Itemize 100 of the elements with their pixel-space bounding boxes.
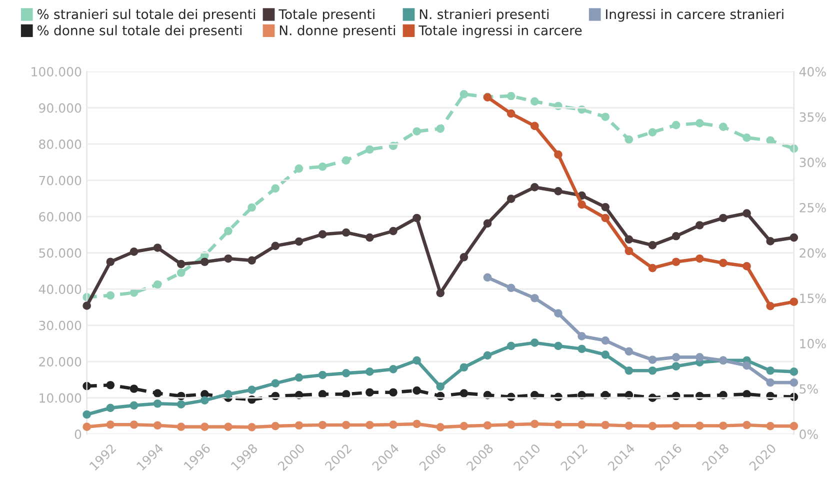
point xyxy=(624,366,634,375)
point xyxy=(176,268,186,277)
point xyxy=(153,280,162,289)
point xyxy=(601,336,610,345)
point xyxy=(389,365,398,374)
y-tick-label: 0 xyxy=(74,430,82,439)
point xyxy=(624,347,634,356)
point xyxy=(578,344,586,354)
point xyxy=(578,420,586,429)
point xyxy=(82,302,91,310)
point xyxy=(366,420,374,430)
legend-label: N. stranieri presenti xyxy=(420,8,548,22)
point xyxy=(294,237,304,246)
point xyxy=(601,112,610,122)
y-tick-label: 70.000 xyxy=(39,176,82,186)
point xyxy=(271,184,280,193)
point xyxy=(82,410,91,419)
point xyxy=(695,422,704,430)
y2-tick-label: 30% xyxy=(800,158,826,168)
point xyxy=(483,273,492,282)
point xyxy=(578,332,586,340)
point xyxy=(506,109,516,118)
point xyxy=(672,120,680,130)
point xyxy=(224,422,232,431)
point xyxy=(248,386,256,394)
point xyxy=(153,389,162,398)
y-tick-label: 10.000 xyxy=(40,393,82,403)
point xyxy=(366,368,374,376)
legend-label: % donne sul totale dei presenti xyxy=(37,25,242,38)
y-tick-label: 90.000 xyxy=(39,103,82,113)
point xyxy=(672,258,680,266)
point xyxy=(648,264,657,272)
point xyxy=(248,203,256,212)
point xyxy=(248,256,256,265)
point xyxy=(294,421,304,430)
y2-tick-label: 5% xyxy=(800,384,818,394)
legend-label: % stranieri sul totale dei presenti xyxy=(37,8,255,22)
point xyxy=(742,262,751,270)
point xyxy=(790,233,798,242)
y-tick-label: 50.000 xyxy=(39,248,82,258)
point xyxy=(200,258,209,266)
point xyxy=(366,145,374,154)
point xyxy=(153,399,162,408)
point xyxy=(742,361,751,370)
point xyxy=(318,420,327,430)
point xyxy=(412,356,421,365)
y2-tick-label: 40% xyxy=(799,67,826,76)
legend-label: Totale ingressi in carcere xyxy=(418,25,582,38)
legend-label: N. donne presenti xyxy=(280,25,395,38)
point xyxy=(248,423,256,432)
point xyxy=(672,422,680,430)
y-tick-label: 20.000 xyxy=(39,357,82,366)
point xyxy=(271,242,280,250)
point xyxy=(271,422,280,430)
point xyxy=(106,420,115,429)
point xyxy=(506,194,516,203)
point xyxy=(412,420,421,428)
point xyxy=(366,233,374,242)
point xyxy=(412,386,421,395)
point xyxy=(294,373,304,382)
point xyxy=(601,350,610,359)
point xyxy=(389,226,398,236)
point xyxy=(436,382,445,391)
point xyxy=(412,127,421,136)
point xyxy=(506,420,516,429)
point xyxy=(624,135,634,144)
point xyxy=(601,202,610,212)
point xyxy=(695,254,704,263)
y2-tick-label: 10% xyxy=(800,338,826,348)
point xyxy=(176,400,186,409)
point xyxy=(554,342,562,350)
y-tick-label: 40.000 xyxy=(38,284,82,294)
point xyxy=(460,252,468,262)
point xyxy=(318,230,327,238)
point xyxy=(176,422,186,431)
point xyxy=(130,248,138,256)
point xyxy=(200,422,209,431)
point xyxy=(790,378,798,387)
point xyxy=(389,420,398,429)
point xyxy=(719,214,728,222)
point xyxy=(530,294,539,302)
point xyxy=(389,388,398,397)
point xyxy=(342,156,350,165)
point xyxy=(460,90,468,98)
point xyxy=(554,187,562,196)
point xyxy=(106,380,115,390)
point xyxy=(483,351,492,360)
point xyxy=(506,92,516,100)
point xyxy=(790,298,798,306)
point xyxy=(106,258,115,266)
point xyxy=(719,122,728,131)
point xyxy=(672,353,680,362)
point xyxy=(436,288,445,298)
point xyxy=(130,420,138,429)
point xyxy=(366,388,374,397)
point xyxy=(436,423,445,432)
point xyxy=(624,246,634,256)
legend-label: Totale presenti xyxy=(278,8,374,22)
point xyxy=(460,363,468,372)
point xyxy=(153,421,162,430)
